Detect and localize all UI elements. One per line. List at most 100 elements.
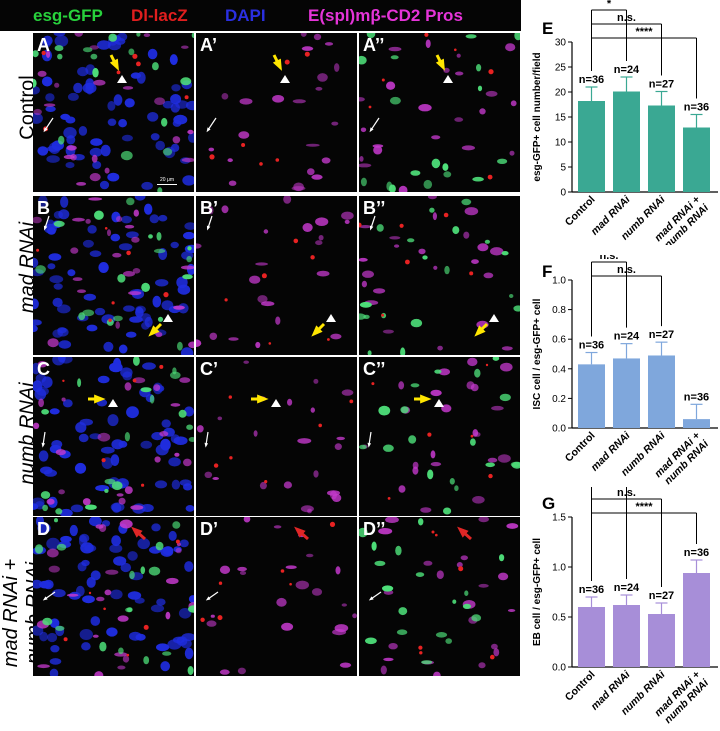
dapi-nucleus <box>41 376 53 388</box>
gfp-cell <box>452 599 457 604</box>
dapi-nucleus <box>152 295 162 308</box>
gfp-cell <box>83 47 93 53</box>
gfp-cell <box>470 438 476 446</box>
cd2-cell <box>112 252 122 258</box>
panel-letter: A’’ <box>363 35 385 55</box>
cd2-cell <box>311 588 323 596</box>
dapi-nucleus <box>100 144 111 157</box>
dl-spot <box>88 591 92 595</box>
panel-letter: D’ <box>200 519 218 539</box>
gfp-cell <box>431 158 441 169</box>
dapi-nucleus <box>33 257 39 268</box>
cd2-cell <box>132 268 141 274</box>
n-label: n=36 <box>579 584 604 596</box>
cd2-cell <box>181 157 194 163</box>
cd2-cell <box>359 97 365 102</box>
cd2-cell <box>341 603 347 607</box>
dapi-nucleus <box>182 175 194 186</box>
dapi-nucleus <box>49 408 60 415</box>
bar <box>648 614 675 667</box>
dapi-nucleus <box>60 113 71 120</box>
dapi-nucleus <box>158 214 168 222</box>
dapi-nucleus <box>135 305 146 314</box>
cd2-cell <box>432 212 437 221</box>
cd2-cell <box>310 407 315 413</box>
gfp-cell <box>400 406 409 414</box>
arrowhead-icon <box>43 127 48 133</box>
dl-spot <box>318 423 322 428</box>
dapi-nucleus <box>110 502 125 512</box>
dapi-nucleus <box>107 101 116 111</box>
cd2-cell <box>359 257 368 262</box>
cd2-cell <box>344 219 350 224</box>
gfp-cell <box>359 444 367 450</box>
dl-spot <box>427 432 432 437</box>
cd2-cell <box>398 381 405 390</box>
cd2-cell <box>359 225 372 229</box>
chart-g: G 0.0 0.5 1.0 1.5 EB cell / esg-GFP+ cell n=36… <box>532 487 718 726</box>
cd2-cell <box>506 523 519 529</box>
dl-spot <box>280 569 285 573</box>
cd2-cell <box>217 416 223 421</box>
cd2-cell <box>316 270 330 277</box>
y-tick-label: 15 <box>555 113 567 124</box>
cd2-cell <box>228 180 237 186</box>
cd2-cell <box>275 316 281 325</box>
gfp-cell <box>172 521 181 529</box>
micrograph-panel: D’ <box>196 517 357 676</box>
gfp-cell <box>395 545 402 556</box>
dl-spot <box>443 212 449 218</box>
significance-label: n.s. <box>600 255 619 262</box>
cd2-cell <box>509 150 515 156</box>
cd2-cell <box>431 135 441 140</box>
arrowhead-icon <box>206 225 211 231</box>
panel-letter: B’ <box>200 198 218 218</box>
gfp-cell <box>182 274 193 280</box>
cd2-cell <box>181 45 189 49</box>
gfp-cell <box>148 234 153 239</box>
cd2-cell <box>58 489 65 495</box>
dapi-nucleus <box>97 40 111 50</box>
dapi-nucleus <box>59 357 73 364</box>
cd2-cell <box>456 562 463 568</box>
dapi-nucleus <box>185 505 194 512</box>
dapi-nucleus <box>111 439 124 450</box>
cd2-cell <box>124 382 132 391</box>
arrow-icon <box>44 117 54 131</box>
dapi-nucleus <box>73 82 83 94</box>
dapi-nucleus <box>180 347 194 355</box>
cd2-cell <box>283 196 292 204</box>
cd2-cell <box>33 216 42 224</box>
gfp-cell <box>462 603 472 609</box>
arrowhead-icon <box>294 526 306 538</box>
cd2-cell <box>196 243 202 249</box>
dapi-nucleus <box>90 616 101 626</box>
micrograph-image <box>33 517 194 676</box>
dapi-nucleus <box>118 344 128 354</box>
cd2-cell <box>117 615 129 622</box>
gfp-cell <box>400 347 406 355</box>
arrowhead-icon <box>420 394 432 404</box>
significance-label: n.s. <box>617 12 636 24</box>
dapi-nucleus <box>184 647 194 660</box>
dl-spot <box>488 69 494 75</box>
cd2-cell <box>425 39 431 48</box>
dapi-nucleus <box>86 324 98 332</box>
gfp-cell <box>484 239 490 244</box>
cd2-cell <box>72 277 83 281</box>
cd2-cell <box>341 389 354 396</box>
cd2-cell <box>63 154 75 160</box>
cd2-cell <box>360 127 367 133</box>
gfp-cell <box>34 544 44 554</box>
dapi-nucleus <box>45 106 56 112</box>
gfp-cell <box>444 265 450 275</box>
cd2-cell <box>318 235 324 241</box>
dl-spot <box>405 259 410 265</box>
n-label: n=27 <box>649 329 674 341</box>
cd2-cell <box>259 481 267 490</box>
dapi-nucleus <box>107 118 117 126</box>
dl-spot <box>213 463 219 468</box>
dl-spot <box>111 301 115 305</box>
gfp-cell <box>94 210 104 220</box>
category-label: Control <box>563 430 598 465</box>
